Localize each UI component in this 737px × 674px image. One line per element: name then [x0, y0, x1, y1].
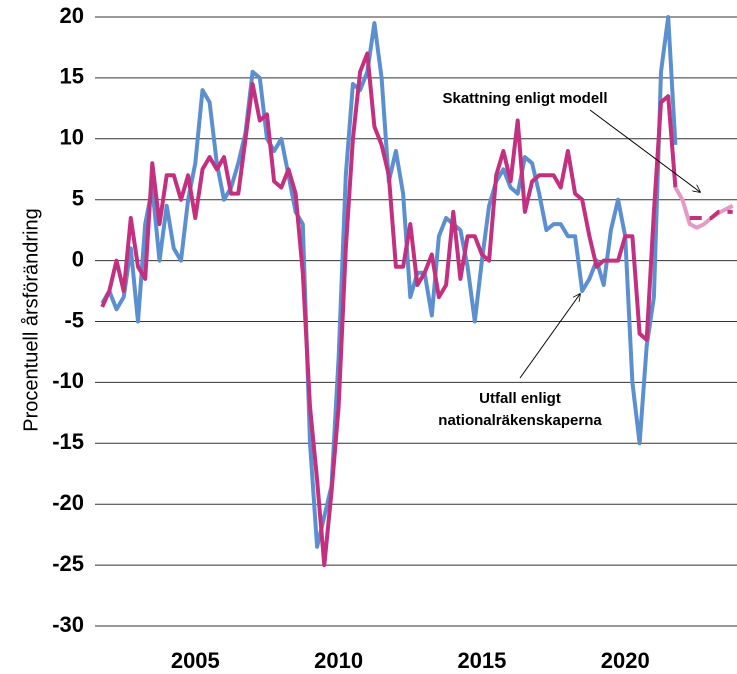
- y-tick-label: -25: [52, 551, 84, 576]
- x-tick-label: 2005: [171, 648, 220, 673]
- annotation: Utfall enligt nationalräkenskaperna: [438, 390, 602, 429]
- y-tick-label: 0: [72, 246, 84, 271]
- x-tick-label: 2015: [457, 648, 506, 673]
- arrow: [519, 294, 580, 379]
- x-tick-label: 2010: [314, 648, 363, 673]
- y-tick-label: 20: [60, 3, 84, 28]
- annotation: Skattning enligt modell: [442, 90, 608, 107]
- y-tick-label: -20: [52, 490, 84, 515]
- y-tick-label: 10: [60, 125, 84, 150]
- series-line: [100, 51, 678, 568]
- y-axis-label: Procentuell årsförändring: [20, 208, 42, 431]
- y-tick-label: -15: [52, 429, 84, 454]
- y-tick-label: -10: [52, 368, 84, 393]
- series-line: [689, 209, 733, 220]
- y-tick-label: 15: [60, 64, 84, 89]
- x-tick-label: 2020: [601, 648, 650, 673]
- series-line: [673, 186, 734, 230]
- arrow: [589, 109, 700, 192]
- y-tick-label: 5: [72, 186, 84, 211]
- y-tick-label: -5: [64, 307, 84, 332]
- y-tick-label: -30: [52, 612, 84, 637]
